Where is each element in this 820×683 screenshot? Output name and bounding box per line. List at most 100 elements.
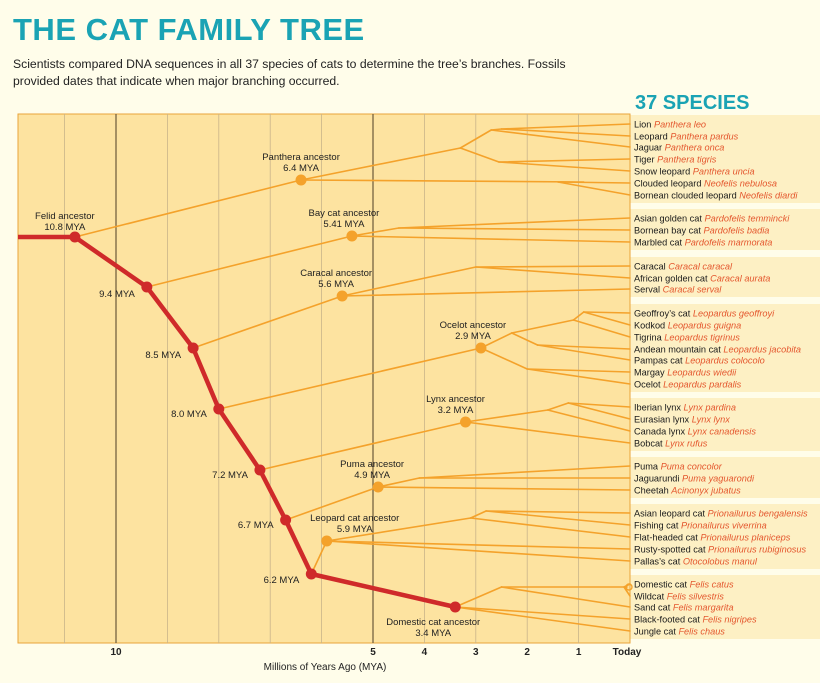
species-list-layer: Lion Panthera leo Leopard Panthera pardus… [634,120,808,637]
species-common-name: Tiger [634,155,657,165]
x-tick-label: 4 [422,647,428,658]
species-entry: Canada lynx Lynx canadensis [634,427,756,437]
species-latin-name: Panthera uncia [693,167,755,177]
node-date: 9.4 MYA [99,289,135,300]
spine-node [141,281,153,293]
species-entry: Tigrina Leopardus tigrinus [634,333,740,343]
x-tick-label: 3 [473,647,479,658]
leaf-branch [557,181,631,196]
species-common-name: Bornean clouded leopard [634,191,739,201]
species-entry: Sand cat Felis margarita [634,603,734,613]
species-latin-name: Panthera leo [654,120,706,130]
leaf-branch [341,288,631,297]
node-date: 5.41 MYA [323,219,365,230]
species-entry: Lion Panthera leo [634,120,706,130]
x-tick-label: 10 [110,647,122,658]
node-label: Puma ancestor [340,459,404,470]
species-entry: Asian golden cat Pardofelis temmincki [634,214,790,224]
leaf-branch [397,227,631,231]
species-latin-name: Leopardus guigna [668,321,742,331]
leaf-branch [485,510,631,526]
species-common-name: Fishing cat [634,521,681,531]
leaf-branch [454,606,631,620]
species-common-name: Flat-headed cat [634,533,700,543]
spine-node [213,403,225,415]
node-date: 6.4 MYA [283,163,319,174]
species-latin-name: Leopardus wiedii [667,368,737,378]
species-common-name: Sand cat [634,603,673,613]
nodes-layer [69,174,487,613]
species-common-name: Snow leopard [634,167,693,177]
x-axis-label: Millions of Years Ago (MYA) [264,662,387,673]
leaf-branch [567,402,631,420]
node-date: 8.0 MYA [171,409,207,420]
leaf-branch [325,540,631,550]
species-latin-name: Felis nigripes [702,615,757,625]
node-label: Leopard cat ancestor [310,513,399,524]
leaf-branch [464,421,631,444]
species-common-name: Ocelot [634,380,663,390]
species-latin-name: Leopardus geoffroyi [693,309,775,319]
lineage-node [372,481,384,493]
lineage-node [295,174,307,186]
spine-node [305,568,317,580]
node-date: 6.7 MYA [238,520,274,531]
species-latin-name: Felis catus [690,580,734,590]
node-label: Bay cat ancestor [309,208,380,219]
node-label: Lynx ancestor [426,394,485,405]
species-panel-title: 37 SPECIES [635,92,750,114]
branch-line [459,129,493,149]
species-latin-name: Lynx canadensis [688,427,757,437]
leaf-branch [572,319,631,338]
node-date: 7.2 MYA [212,470,248,481]
species-entry: Flat-headed cat Prionailurus planiceps [634,533,791,543]
branch-line [341,266,477,297]
species-entry: Margay Leopardus wiedii [634,368,737,378]
lineage-connector [259,421,467,471]
species-entry: Cheetah Acinonyx jubatus [634,486,741,496]
species-latin-name: Prionailurus viverrina [681,521,767,531]
species-common-name: Kodkod [634,321,668,331]
species-group-band [630,575,820,639]
branch-line [300,147,462,181]
leaf-branch [325,540,631,562]
species-latin-name: Puma yaguarondi [682,474,755,484]
leaf-branch [582,311,631,314]
lineage-node [321,535,333,547]
node-date: 4.9 MYA [354,470,390,481]
species-latin-name: Prionailurus bengalensis [708,509,809,519]
species-common-name: Geoffroy’s cat [634,309,693,319]
species-entry: Pampas cat Leopardus colocolo [634,356,765,366]
species-common-name: Pampas cat [634,356,685,366]
branch-line [469,510,487,519]
species-latin-name: Felis chaus [678,627,725,637]
branch-line [464,409,549,423]
node-label: Felid ancestor [35,211,95,222]
species-entry: Serval Caracal serval [634,285,722,295]
species-common-name: Margay [634,368,667,378]
lineage-node [346,230,358,242]
x-tick-label: Today [613,647,642,658]
species-common-name: Andean mountain cat [634,345,723,355]
species-common-name: Eurasian lynx [634,415,692,425]
leaf-branch [485,510,631,514]
node-date: 6.2 MYA [264,575,300,586]
branch-line [351,227,400,237]
species-common-name: Clouded leopard [634,179,704,189]
species-entry: Puma Puma concolor [634,462,723,472]
species-common-name: Asian golden cat [634,214,705,224]
species-entry: Geoffroy’s cat Leopardus geoffroyi [634,309,775,319]
branch-line [377,477,421,488]
species-common-name: Puma [634,462,661,472]
leaf-branch [469,517,631,538]
species-latin-name: Lynx rufus [665,439,708,449]
node-date: 5.6 MYA [318,279,354,290]
spine-node [187,342,199,354]
species-entry: Wildcat Felis silvestris [634,592,724,602]
species-latin-name: Puma concolor [661,462,723,472]
species-group-band [630,115,820,203]
node-label: Domestic cat ancestor [386,617,480,628]
species-latin-name: Prionailurus rubiginosus [708,545,806,555]
species-entry: Black-footed cat Felis nigripes [634,615,757,625]
leaf-branch [623,586,631,597]
